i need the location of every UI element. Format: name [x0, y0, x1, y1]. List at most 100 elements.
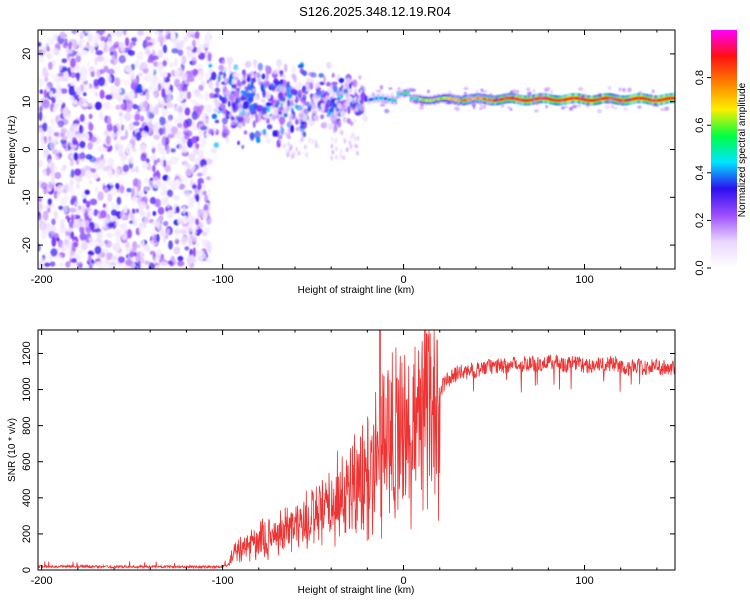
spectrogram-carrier-core — [497, 98, 500, 102]
spectrogram-noise-blob — [76, 182, 81, 190]
spectrogram-blobs — [38, 30, 675, 269]
spectrogram-carrier-core — [536, 97, 539, 101]
spectrogram-noise-blob — [205, 257, 212, 264]
spectrogram-noise-blob — [157, 83, 162, 91]
spectrogram-noise-blob — [102, 131, 108, 138]
colorbar-tick-label: 0.6 — [694, 118, 706, 133]
spectrogram-noise-blob — [127, 90, 135, 101]
spectrogram-carrier-smudge — [638, 91, 643, 94]
spectrogram-noise-blob — [94, 56, 98, 66]
spectrogram-noise-blob — [178, 183, 186, 190]
spectrogram-signal-blob — [311, 103, 317, 111]
spectrogram-noise-blob — [189, 30, 196, 35]
spectrogram-noise-blob — [52, 106, 58, 114]
spectrogram-carrier-core — [442, 96, 445, 100]
spectrogram-noise-blob — [49, 91, 54, 98]
spectrogram-tail-blob — [335, 154, 339, 160]
spectrogram-noise-blob — [58, 205, 64, 211]
spectrogram-carrier-smudge — [516, 90, 520, 93]
spectrogram-noise-blob — [153, 159, 158, 166]
spectrogram-noise-blob — [167, 175, 172, 185]
spectrogram-carrier-core — [378, 96, 381, 100]
spectrogram-carrier-core — [541, 96, 544, 100]
spectrogram-noise-blob — [101, 36, 108, 42]
colorbar-gradient — [711, 30, 737, 268]
spectrogram-noise-blob — [60, 127, 68, 134]
spectrogram-noise-blob — [137, 190, 144, 197]
spectrogram-noise-blob — [57, 72, 65, 77]
spectrogram-carrier-core — [585, 98, 588, 102]
spectrogram-signal-blob — [278, 110, 283, 116]
spectrogram-noise-blob — [54, 254, 63, 260]
spectrogram-xlabel: Height of straight line (km) — [298, 285, 415, 296]
spectrogram-noise-blob — [155, 169, 160, 179]
spectrogram-noise-blob — [89, 198, 98, 206]
spectrogram-noise-blob — [194, 88, 200, 97]
spectrogram-noise-blob — [109, 51, 114, 57]
spectrogram-noise-blob — [191, 39, 197, 47]
spectrogram-noise-blob — [43, 152, 49, 159]
spectrogram-noise-blob — [162, 82, 171, 90]
spectrogram-noise-blob — [166, 202, 171, 208]
spectrogram-noise-blob — [170, 126, 178, 135]
spectrogram-carrier-core — [556, 98, 559, 103]
spectrogram-carrier-smudge — [406, 89, 412, 92]
spectrogram-signal-blob — [241, 144, 245, 149]
spectrogram-carrier-smudge — [564, 105, 568, 109]
spectrogram-signal-blob — [213, 92, 221, 98]
spectrogram-carrier-core — [657, 98, 660, 103]
spectrogram-noise-blob — [84, 189, 90, 196]
spectrogram-carrier-core — [632, 97, 635, 101]
spectrogram-noise-blob — [162, 236, 166, 243]
spectrogram-noise-blob — [121, 159, 125, 167]
spectrogram-noise-blob — [54, 171, 62, 179]
spectrogram-noise-blob — [61, 135, 69, 140]
spectrogram-carrier-core — [419, 97, 422, 101]
spectrogram-carrier-smudge — [610, 104, 614, 109]
spectrogram-signal-blob — [242, 100, 249, 110]
spectrogram-signal-blob — [362, 115, 369, 122]
spectrogram-signal-blob — [330, 115, 338, 124]
spectrogram-signal-blob — [221, 59, 226, 66]
spectrogram-noise-blob — [38, 243, 41, 252]
spectrogram-noise-blob — [134, 59, 140, 69]
spectrogram-noise-blob — [198, 121, 204, 129]
spectrogram-carrier-smudge — [514, 92, 520, 96]
spectrogram-carrier-smudge — [612, 95, 616, 100]
spectrogram-signal-blob — [286, 99, 291, 107]
spectrogram-signal-blob — [252, 59, 258, 65]
spectrogram-noise-blob — [194, 30, 200, 40]
spectrogram-carrier-core — [492, 98, 495, 103]
spectrogram-noise-blob — [92, 172, 100, 180]
spectrogram-carrier-core — [538, 96, 541, 100]
spectrogram-noise-blob — [131, 208, 136, 214]
spectrogram-noise-blob — [156, 61, 163, 70]
spectrogram-noise-blob — [115, 220, 120, 226]
spectrogram-noise-blob — [71, 195, 78, 200]
spectrogram-noise-blob — [70, 198, 75, 206]
spectrogram-signal-blob — [327, 87, 335, 94]
spectrogram-carrier-core — [640, 96, 643, 100]
spectrogram-noise-blob — [151, 30, 157, 34]
spectrogram-noise-blob — [185, 118, 193, 127]
spectrogram-carrier-core — [610, 96, 613, 100]
spectrogram-signal-blob — [320, 114, 325, 120]
spectrogram-noise-blob — [132, 245, 137, 253]
spectrogram-noise-blob — [86, 61, 91, 67]
spectrogram-noise-blob — [130, 80, 138, 90]
spectrogram-noise-blob — [158, 30, 163, 37]
spectrogram-carrier-smudge — [463, 91, 467, 96]
spectrogram-noise-blob — [82, 91, 87, 97]
spectrogram-noise-blob — [55, 192, 60, 199]
spectrogram-noise-blob — [92, 88, 96, 94]
spectrogram-signal-blob — [224, 76, 227, 85]
spectrogram-signal-blob — [251, 77, 257, 83]
spectrogram-carrier-core — [427, 98, 430, 103]
spectrogram-noise-blob — [203, 227, 211, 233]
spectrogram-signal-blob — [234, 72, 241, 77]
spectrogram-carrier-core — [411, 96, 414, 100]
spectrogram-signal-blob — [208, 80, 214, 90]
spectrogram-tail-blob — [340, 130, 344, 136]
spectrogram-signal-blob — [279, 71, 284, 78]
